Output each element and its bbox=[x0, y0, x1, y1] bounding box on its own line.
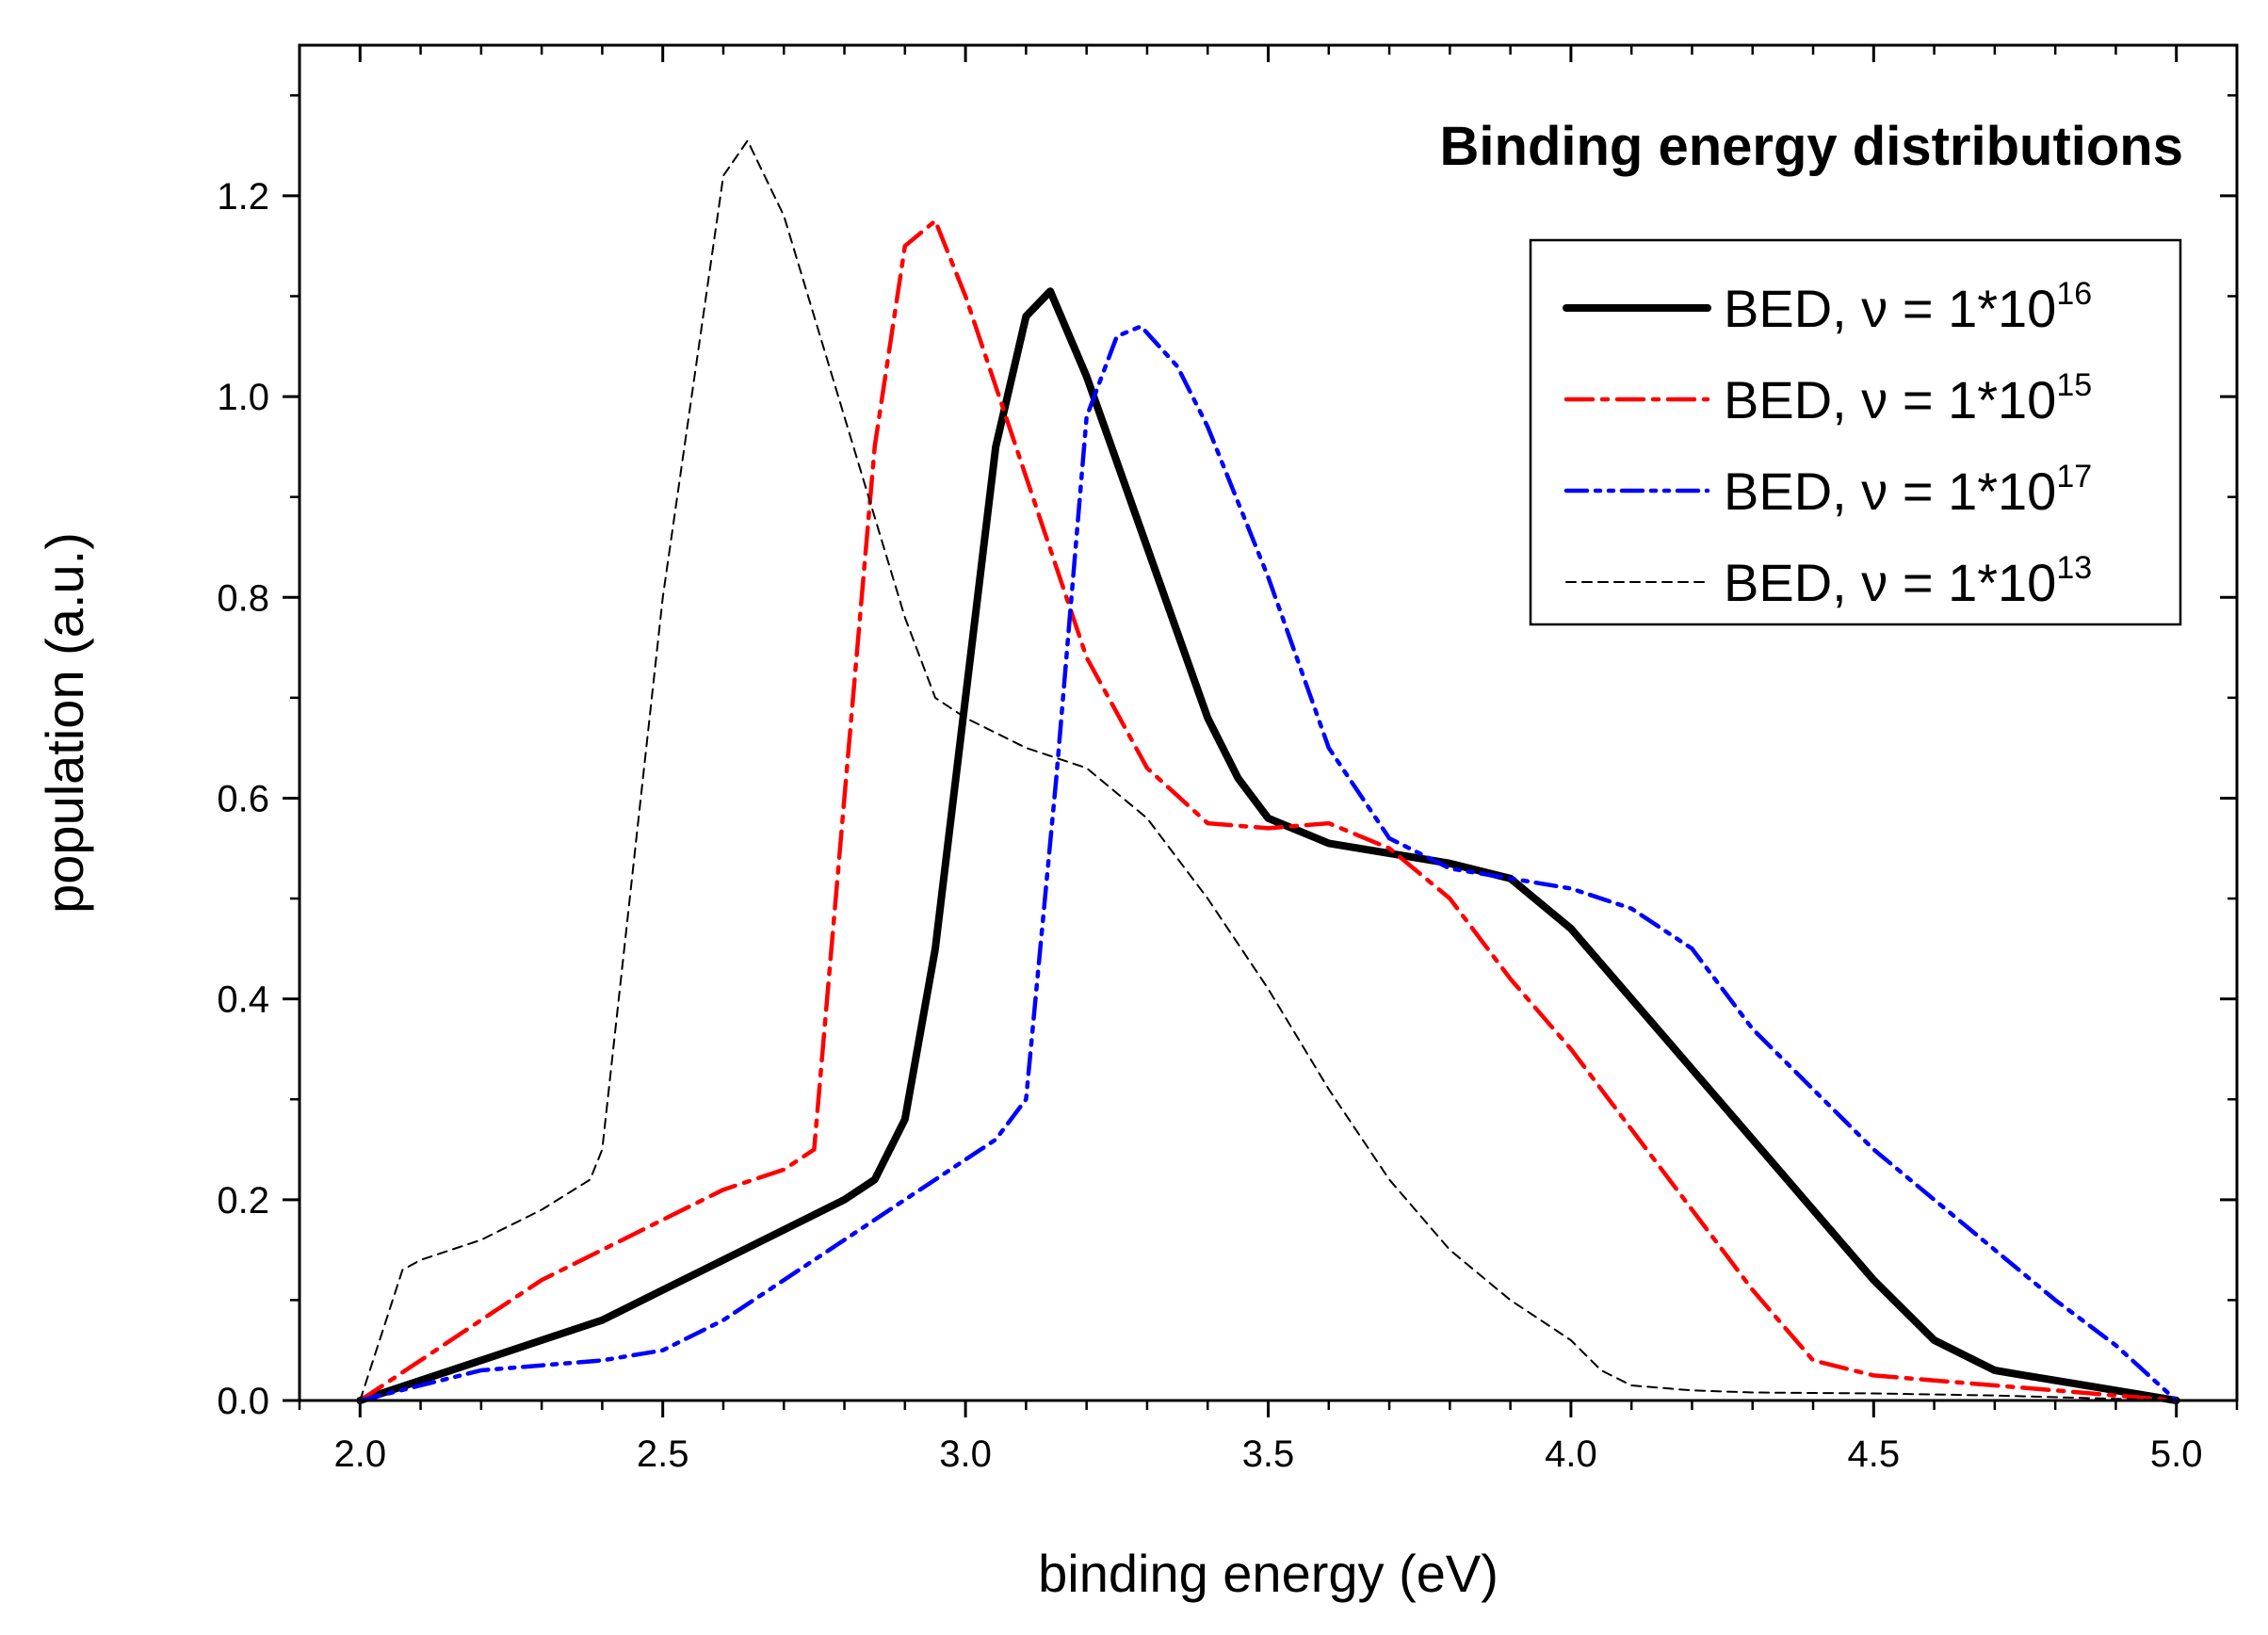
x-tick-label: 3.5 bbox=[1242, 1433, 1295, 1475]
y-tick-label: 0.2 bbox=[217, 1180, 269, 1222]
legend-label-text: BED, ν = 1*10 bbox=[1724, 370, 2056, 429]
legend-label-text: BED, ν = 1*10 bbox=[1724, 553, 2056, 612]
x-tick-label: 4.0 bbox=[1545, 1433, 1597, 1475]
legend-label-text: BED, ν = 1*10 bbox=[1724, 279, 2056, 338]
series-line-13 bbox=[359, 139, 2178, 1401]
plot-frame bbox=[298, 43, 2239, 1402]
chart-title: Binding energy distributions bbox=[1440, 116, 2183, 177]
x-tick-label: 5.0 bbox=[2150, 1433, 2203, 1475]
legend-label-exponent: 16 bbox=[2056, 276, 2092, 312]
legend-label-exponent: 15 bbox=[2056, 367, 2092, 403]
series-line-17 bbox=[358, 324, 2179, 1403]
legend-label-exponent: 13 bbox=[2056, 550, 2092, 586]
x-tick-label: 2.5 bbox=[637, 1433, 689, 1475]
y-axis-label: population (a.u.) bbox=[35, 532, 94, 914]
tick-labels: 2.0 2.5 3.0 3.5 4.0 4.5 5.0 0.0 0.2 0.4 0.6 0.8 1.0 1… bbox=[217, 176, 2202, 1475]
y-tick-label: 0.4 bbox=[217, 979, 269, 1021]
legend-label: BED, ν = 1*1015 bbox=[1724, 367, 2092, 429]
y-tick-label: 0.0 bbox=[217, 1381, 269, 1422]
x-tick-label: 3.0 bbox=[939, 1433, 992, 1475]
y-tick-label: 1.2 bbox=[217, 176, 269, 218]
legend-label: BED, ν = 1*1017 bbox=[1724, 459, 2092, 521]
axis-ticks bbox=[283, 45, 2239, 1417]
x-tick-label: 4.5 bbox=[1848, 1433, 1901, 1475]
series-line-15 bbox=[358, 219, 2179, 1403]
x-tick-label: 2.0 bbox=[333, 1433, 386, 1475]
series-lines bbox=[356, 139, 2180, 1404]
legend-label-text: BED, ν = 1*10 bbox=[1724, 461, 2056, 521]
legend-label: BED, ν = 1*1013 bbox=[1724, 550, 2092, 612]
series-line-16 bbox=[356, 287, 2180, 1404]
x-axis-label: binding energy (eV) bbox=[1038, 1544, 1498, 1603]
y-tick-label: 0.6 bbox=[217, 778, 269, 819]
y-tick-label: 0.8 bbox=[217, 577, 269, 619]
y-tick-label: 1.0 bbox=[217, 377, 269, 418]
legend-label: BED, ν = 1*1016 bbox=[1724, 276, 2092, 338]
legend-label-exponent: 17 bbox=[2056, 459, 2092, 494]
